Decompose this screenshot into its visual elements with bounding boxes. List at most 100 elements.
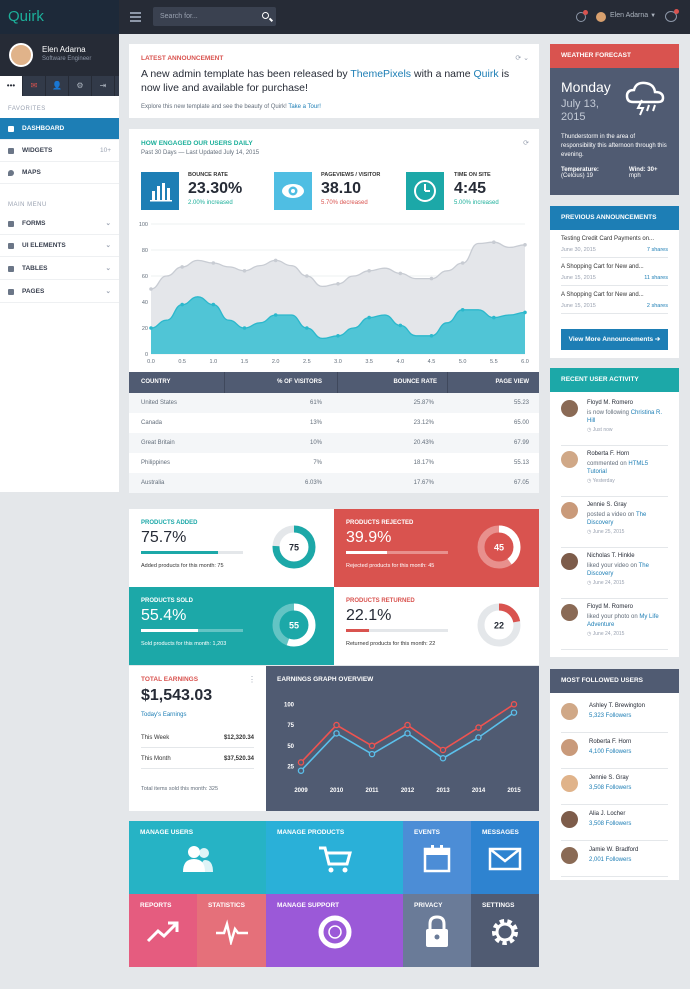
- activity-user-name[interactable]: Jennie S. Gray: [587, 502, 627, 508]
- search-input[interactable]: Search for...: [153, 7, 276, 26]
- list-item[interactable]: Jennie S. Gray posted a video on The Disc…: [561, 502, 668, 548]
- tile-statistics[interactable]: STATISTICS: [197, 894, 266, 967]
- engagement-panel: HOW ENGAGED OUR USERS DAILY ⟳ Past 30 Da…: [129, 129, 539, 372]
- refresh-icon[interactable]: ⟳: [523, 140, 529, 147]
- avatar[interactable]: [9, 43, 33, 67]
- tile-manage-support[interactable]: MANAGE SUPPORT: [266, 894, 403, 967]
- activity-target-link[interactable]: My Life Adventure: [587, 614, 659, 628]
- followed-user-name[interactable]: Roberta F. Horn: [589, 739, 632, 745]
- stat-change: 5.00% increased: [454, 200, 499, 206]
- tile-manage-products[interactable]: MANAGE PRODUCTS: [266, 821, 403, 894]
- activity-user-name[interactable]: Roberta F. Horn: [587, 451, 630, 457]
- kpi-progress-fill: [141, 551, 219, 554]
- take-tour-link[interactable]: Take a Tour!: [288, 104, 321, 110]
- avatar[interactable]: [561, 400, 578, 417]
- avatar[interactable]: [561, 451, 578, 468]
- list-item[interactable]: Floyd M. Romero liked your photo on My Li…: [561, 604, 668, 650]
- clock-icon: ◷: [587, 478, 593, 484]
- avatar[interactable]: [561, 604, 578, 621]
- avatar[interactable]: [561, 811, 578, 828]
- sidebar-item-pages[interactable]: PAGES ⌄: [0, 281, 119, 303]
- activity-date-text: Just now: [592, 427, 613, 433]
- avatar[interactable]: [596, 12, 606, 22]
- sidebar-item-forms[interactable]: FORMS ⌄: [0, 213, 119, 235]
- kpi-donut: 55: [272, 603, 316, 647]
- tab-menu[interactable]: •••: [0, 76, 23, 96]
- list-item[interactable]: A Shopping Cart for New and... June 15, 2…: [561, 258, 668, 286]
- sidebar-item-maps[interactable]: MAPS: [0, 162, 119, 184]
- activity-target-link[interactable]: Christina R. Hill: [587, 410, 663, 424]
- announcement-item-shares[interactable]: 7 shares: [646, 247, 668, 253]
- avatar[interactable]: [561, 739, 578, 756]
- list-item[interactable]: Ashley T. Brewington 5,323 Followers: [561, 697, 668, 733]
- column-header[interactable]: COUNTRY: [141, 379, 171, 385]
- list-item[interactable]: A Shopping Cart for New and... June 15, 2…: [561, 286, 668, 314]
- tile-privacy[interactable]: PRIVACY: [403, 894, 471, 967]
- weather-panel: WEATHER FORECAST Monday July 13, 2015 Thu…: [550, 44, 679, 195]
- column-header[interactable]: BOUNCE RATE: [337, 372, 437, 393]
- sidebar-item-dashboard[interactable]: DASHBOARD: [0, 118, 119, 140]
- earnings-label[interactable]: Today's Earnings: [141, 712, 187, 718]
- earnings-week-row: This Week $12,320.34: [141, 728, 254, 748]
- main-menu-heading: MAIN MENU: [8, 202, 47, 208]
- tile-label: EVENTS: [414, 829, 441, 836]
- list-item[interactable]: Floyd M. Romero is now following Christin…: [561, 400, 668, 446]
- activity-user-name[interactable]: Floyd M. Romero: [587, 604, 634, 610]
- sidebar-item-widgets[interactable]: WIDGETS 10+: [0, 140, 119, 162]
- panel-tools[interactable]: ⟳ ⌄: [515, 55, 529, 62]
- followed-user-name[interactable]: Alia J. Locher: [589, 811, 626, 817]
- activity-target-link[interactable]: The Discovery: [587, 512, 647, 526]
- sidebar-item-tables[interactable]: TABLES ⌄: [0, 258, 119, 280]
- tab-messages[interactable]: ✉: [23, 76, 46, 96]
- avatar[interactable]: [561, 502, 578, 519]
- tab-settings[interactable]: ⚙: [69, 76, 92, 96]
- tile-reports[interactable]: REPORTS: [129, 894, 197, 967]
- kpi-products-returned: PRODUCTS RETURNED 22.1% Returned product…: [334, 587, 539, 665]
- tile-events[interactable]: EVENTS: [403, 821, 471, 894]
- tab-logout[interactable]: ⇥: [92, 76, 115, 96]
- tile-settings[interactable]: SETTINGS: [471, 894, 539, 967]
- sidebar-item-ui-elements[interactable]: UI ELEMENTS ⌄: [0, 235, 119, 257]
- globe-icon[interactable]: [576, 10, 588, 22]
- menu-toggle-icon[interactable]: [130, 12, 141, 24]
- followed-user-name[interactable]: Jennie S. Gray: [589, 775, 629, 781]
- more-options-icon[interactable]: ⋮: [248, 675, 256, 684]
- data-point: [180, 302, 184, 307]
- avatar[interactable]: [561, 847, 578, 864]
- list-item[interactable]: Alia J. Locher 3,508 Followers: [561, 805, 668, 841]
- followed-user-name[interactable]: Jamie W. Bradford: [589, 847, 639, 853]
- activity-user-name[interactable]: Floyd M. Romero: [587, 400, 634, 406]
- app-logo[interactable]: Quirk: [0, 0, 119, 34]
- list-item[interactable]: Testing Credit Card Payments on... June 3…: [561, 230, 668, 258]
- list-item[interactable]: Roberta F. Horn commented on HTML5 Tutori…: [561, 451, 668, 497]
- activity-title: RECENT USER ACTIVITY: [550, 368, 679, 392]
- tile-messages[interactable]: MESSAGES: [471, 821, 539, 894]
- avatar[interactable]: [561, 703, 578, 720]
- activity-user-name[interactable]: Nicholas T. Hinkle: [587, 553, 635, 559]
- activity-target-link[interactable]: The Discovery: [587, 563, 649, 577]
- earnings-row-label: This Week: [141, 735, 170, 741]
- chat-icon[interactable]: [665, 9, 679, 22]
- announcement-item-shares[interactable]: 11 shares: [644, 275, 668, 281]
- themepixels-link[interactable]: ThemePixels: [350, 68, 412, 80]
- activity-target-link[interactable]: HTML5 Tutorial: [587, 461, 649, 475]
- tab-profile[interactable]: 👤: [46, 76, 69, 96]
- list-item[interactable]: Roberta F. Horn 4,100 Followers: [561, 733, 668, 769]
- list-item[interactable]: Nicholas T. Hinkle liked your video on Th…: [561, 553, 668, 599]
- quirk-link[interactable]: Quirk: [473, 68, 499, 80]
- followed-user-name[interactable]: Ashley T. Brewington: [589, 703, 645, 709]
- list-item[interactable]: Jamie W. Bradford 2,001 Followers: [561, 841, 668, 877]
- avatar[interactable]: [561, 775, 578, 792]
- x-tick-label: 5.5: [490, 359, 498, 365]
- tile-label: STATISTICS: [208, 902, 245, 909]
- search-icon[interactable]: [262, 12, 269, 19]
- table-header: COUNTRY % OF VISITORS BOUNCE RATE PAGE V…: [129, 372, 539, 393]
- avatar[interactable]: [561, 553, 578, 570]
- announcement-item-shares[interactable]: 2 shares: [646, 303, 668, 309]
- user-menu[interactable]: Elen Adarna ▼: [610, 12, 656, 19]
- view-more-announcements-button[interactable]: View More Announcements ➔: [561, 329, 668, 350]
- column-header[interactable]: % OF VISITORS: [224, 372, 324, 393]
- tile-manage-users[interactable]: MANAGE USERS: [129, 821, 266, 894]
- list-item[interactable]: Jennie S. Gray 3,508 Followers: [561, 769, 668, 805]
- column-header[interactable]: PAGE VIEW: [447, 372, 529, 393]
